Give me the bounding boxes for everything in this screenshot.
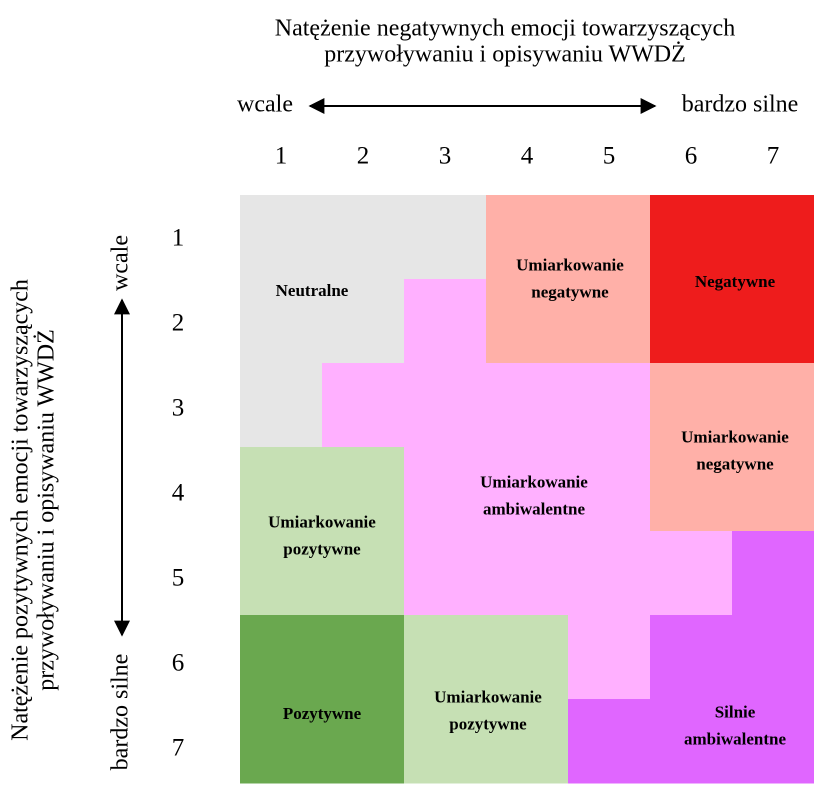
- row-number: 4: [172, 480, 185, 507]
- row-number: 3: [172, 395, 185, 422]
- grid: [240, 195, 814, 784]
- row-number: 7: [172, 735, 185, 762]
- region-label: negatywne: [531, 282, 609, 301]
- region-label: Silnie: [715, 702, 756, 721]
- column-number: 7: [767, 143, 780, 170]
- column-number: 3: [439, 143, 452, 170]
- region-label: ambiwalentne: [684, 729, 786, 748]
- cell: [322, 531, 405, 616]
- region-label: Pozytywne: [283, 704, 362, 723]
- cell: [568, 195, 651, 280]
- cell: [568, 363, 651, 448]
- cell: [568, 699, 651, 784]
- cell: [322, 279, 405, 364]
- row-number: 5: [172, 565, 185, 592]
- cell: [486, 615, 569, 700]
- cell: [650, 615, 733, 700]
- region-label: ambiwalentne: [483, 499, 585, 518]
- region-label: Neutralne: [276, 281, 349, 300]
- column-number: 6: [685, 143, 698, 170]
- cell: [404, 195, 487, 280]
- cell: [322, 195, 405, 280]
- cell: [240, 531, 323, 616]
- column-number: 1: [275, 143, 288, 170]
- region-label: Umiarkowanie: [268, 512, 376, 531]
- cell: [486, 363, 569, 448]
- cell: [486, 195, 569, 280]
- cell: [732, 363, 814, 448]
- region-label: Negatywne: [695, 272, 776, 291]
- region-label: Umiarkowanie: [681, 427, 789, 446]
- top-title: Natężenie negatywnych emocji towarzysząc…: [275, 16, 735, 42]
- left-start: wcale: [108, 235, 134, 291]
- cell: [732, 447, 814, 532]
- cell: [650, 195, 733, 280]
- cell: [404, 699, 487, 784]
- cell: [322, 363, 405, 448]
- cell: [568, 447, 651, 532]
- cell: [650, 699, 733, 784]
- cell: [732, 195, 814, 280]
- cell: [404, 615, 487, 700]
- cell: [240, 195, 323, 280]
- cell: [240, 615, 323, 700]
- cell: [486, 531, 569, 616]
- cell: [650, 363, 733, 448]
- cell: [240, 699, 323, 784]
- cell: [322, 447, 405, 532]
- cell: [732, 699, 814, 784]
- cell: [650, 279, 733, 364]
- cell: [732, 279, 814, 364]
- cell: [240, 279, 323, 364]
- top-title: przywoływaniu i opisywaniu WWDŻ: [324, 42, 686, 68]
- region-label: Umiarkowanie: [516, 255, 624, 274]
- left-title: przywoływaniu i opisywaniu WWDŻ: [34, 329, 60, 691]
- cell: [568, 615, 651, 700]
- cell: [732, 615, 814, 700]
- row-number: 6: [172, 650, 185, 677]
- region-label: Umiarkowanie: [480, 472, 588, 491]
- left-end: bardzo silne: [108, 654, 134, 771]
- cell: [322, 699, 405, 784]
- row-number: 2: [172, 310, 185, 337]
- column-number: 5: [603, 143, 616, 170]
- top-end: bardzo silne: [682, 92, 799, 118]
- cell: [404, 279, 487, 364]
- cell: [732, 531, 814, 616]
- cell: [486, 699, 569, 784]
- cell: [404, 447, 487, 532]
- cell: [486, 279, 569, 364]
- cell: [650, 531, 733, 616]
- cell: [404, 363, 487, 448]
- cell: [568, 279, 651, 364]
- column-number: 4: [521, 143, 534, 170]
- region-label: Umiarkowanie: [434, 687, 542, 706]
- left-title: Natężenie pozytywnych emocji towarzysząc…: [8, 279, 34, 741]
- region-label: pozytywne: [283, 539, 361, 558]
- region-label: pozytywne: [449, 714, 527, 733]
- region-label: negatywne: [696, 454, 774, 473]
- cell: [404, 531, 487, 616]
- cell: [322, 615, 405, 700]
- top-start: wcale: [237, 92, 293, 118]
- cell: [486, 447, 569, 532]
- row-number: 1: [172, 225, 185, 252]
- cell: [650, 447, 733, 532]
- cell: [240, 363, 323, 448]
- column-number: 2: [357, 143, 370, 170]
- cell: [568, 531, 651, 616]
- cell: [240, 447, 323, 532]
